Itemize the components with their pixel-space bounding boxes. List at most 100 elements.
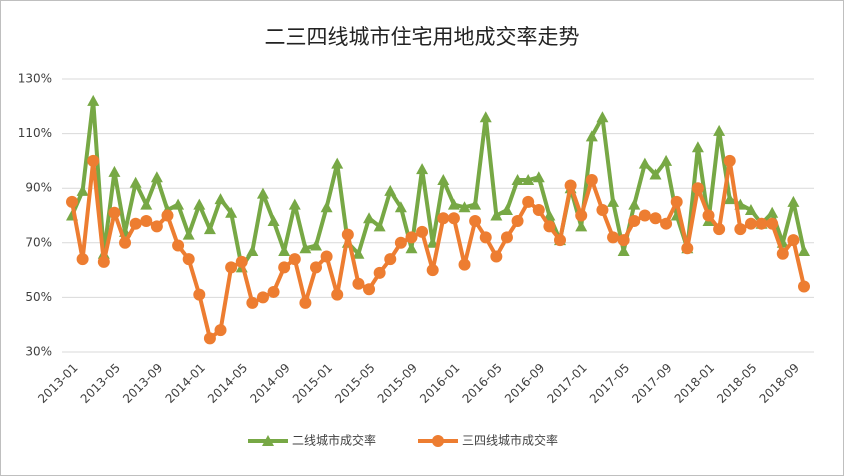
marker — [278, 261, 291, 274]
marker — [172, 239, 185, 252]
marker — [681, 242, 694, 255]
marker — [723, 154, 736, 167]
marker — [172, 198, 185, 210]
y-tick-label: 90% — [25, 181, 52, 195]
marker — [660, 217, 673, 230]
marker — [150, 171, 163, 183]
marker — [256, 187, 269, 199]
series-line — [70, 158, 806, 341]
marker — [76, 253, 89, 266]
marker — [798, 244, 810, 256]
marker — [532, 171, 545, 183]
marker — [596, 111, 609, 123]
marker — [766, 206, 779, 218]
marker — [776, 247, 789, 260]
marker — [691, 182, 704, 195]
legend-marker — [262, 435, 274, 446]
marker — [416, 163, 429, 175]
marker — [532, 204, 545, 217]
marker — [575, 209, 588, 222]
marker — [288, 253, 301, 266]
marker — [214, 324, 227, 337]
marker — [119, 236, 132, 249]
marker — [554, 234, 566, 247]
marker — [416, 225, 429, 238]
marker — [628, 214, 641, 227]
marker — [108, 165, 121, 177]
marker — [182, 228, 195, 240]
marker — [447, 198, 460, 210]
marker — [734, 223, 747, 236]
marker — [490, 250, 503, 263]
marker — [288, 198, 301, 210]
marker — [246, 296, 259, 309]
marker — [193, 198, 206, 210]
marker — [225, 206, 238, 218]
marker — [394, 236, 407, 249]
marker — [798, 280, 810, 293]
marker — [87, 154, 100, 167]
marker — [713, 223, 726, 236]
marker — [670, 195, 683, 208]
marker — [744, 204, 757, 216]
marker — [150, 220, 163, 233]
marker — [363, 212, 376, 224]
marker — [256, 291, 269, 304]
marker — [543, 209, 556, 221]
marker — [426, 264, 439, 277]
marker — [299, 296, 312, 309]
marker — [617, 244, 630, 256]
marker — [479, 111, 492, 123]
marker — [607, 195, 620, 207]
marker — [511, 214, 524, 227]
marker — [522, 195, 535, 208]
marker — [161, 209, 174, 222]
marker — [341, 228, 354, 241]
marker — [182, 253, 195, 266]
marker — [320, 201, 333, 213]
marker — [649, 212, 662, 225]
y-tick-label: 70% — [25, 235, 52, 249]
marker — [310, 239, 322, 251]
marker — [469, 198, 482, 210]
marker — [373, 220, 386, 232]
y-tick-label: 50% — [25, 290, 52, 304]
marker — [500, 231, 513, 244]
marker — [97, 255, 110, 268]
marker — [766, 217, 779, 230]
marker — [203, 332, 216, 345]
marker — [225, 261, 238, 274]
marker — [76, 184, 89, 196]
marker — [744, 217, 757, 230]
marker — [585, 130, 598, 142]
marker — [543, 220, 556, 233]
legend-marker — [432, 435, 444, 447]
marker — [723, 193, 736, 205]
marker — [638, 157, 651, 169]
marker — [575, 220, 588, 232]
marker — [246, 244, 259, 256]
y-tick-label: 110% — [18, 126, 52, 140]
marker — [235, 255, 248, 268]
marker — [140, 198, 153, 210]
marker — [405, 242, 418, 254]
marker — [469, 214, 482, 227]
marker — [129, 176, 142, 188]
legend-label: 三四线城市成交率 — [462, 433, 558, 448]
marker — [628, 198, 641, 210]
marker — [447, 212, 460, 225]
marker — [755, 217, 768, 230]
marker — [278, 244, 291, 256]
marker — [607, 231, 620, 244]
marker — [787, 234, 800, 247]
marker — [702, 209, 715, 222]
marker — [437, 212, 450, 225]
y-tick-label: 30% — [25, 345, 52, 359]
marker — [511, 174, 524, 186]
marker — [267, 285, 280, 298]
marker — [299, 242, 312, 254]
marker — [649, 168, 662, 180]
marker — [787, 195, 800, 207]
marker — [405, 231, 418, 244]
